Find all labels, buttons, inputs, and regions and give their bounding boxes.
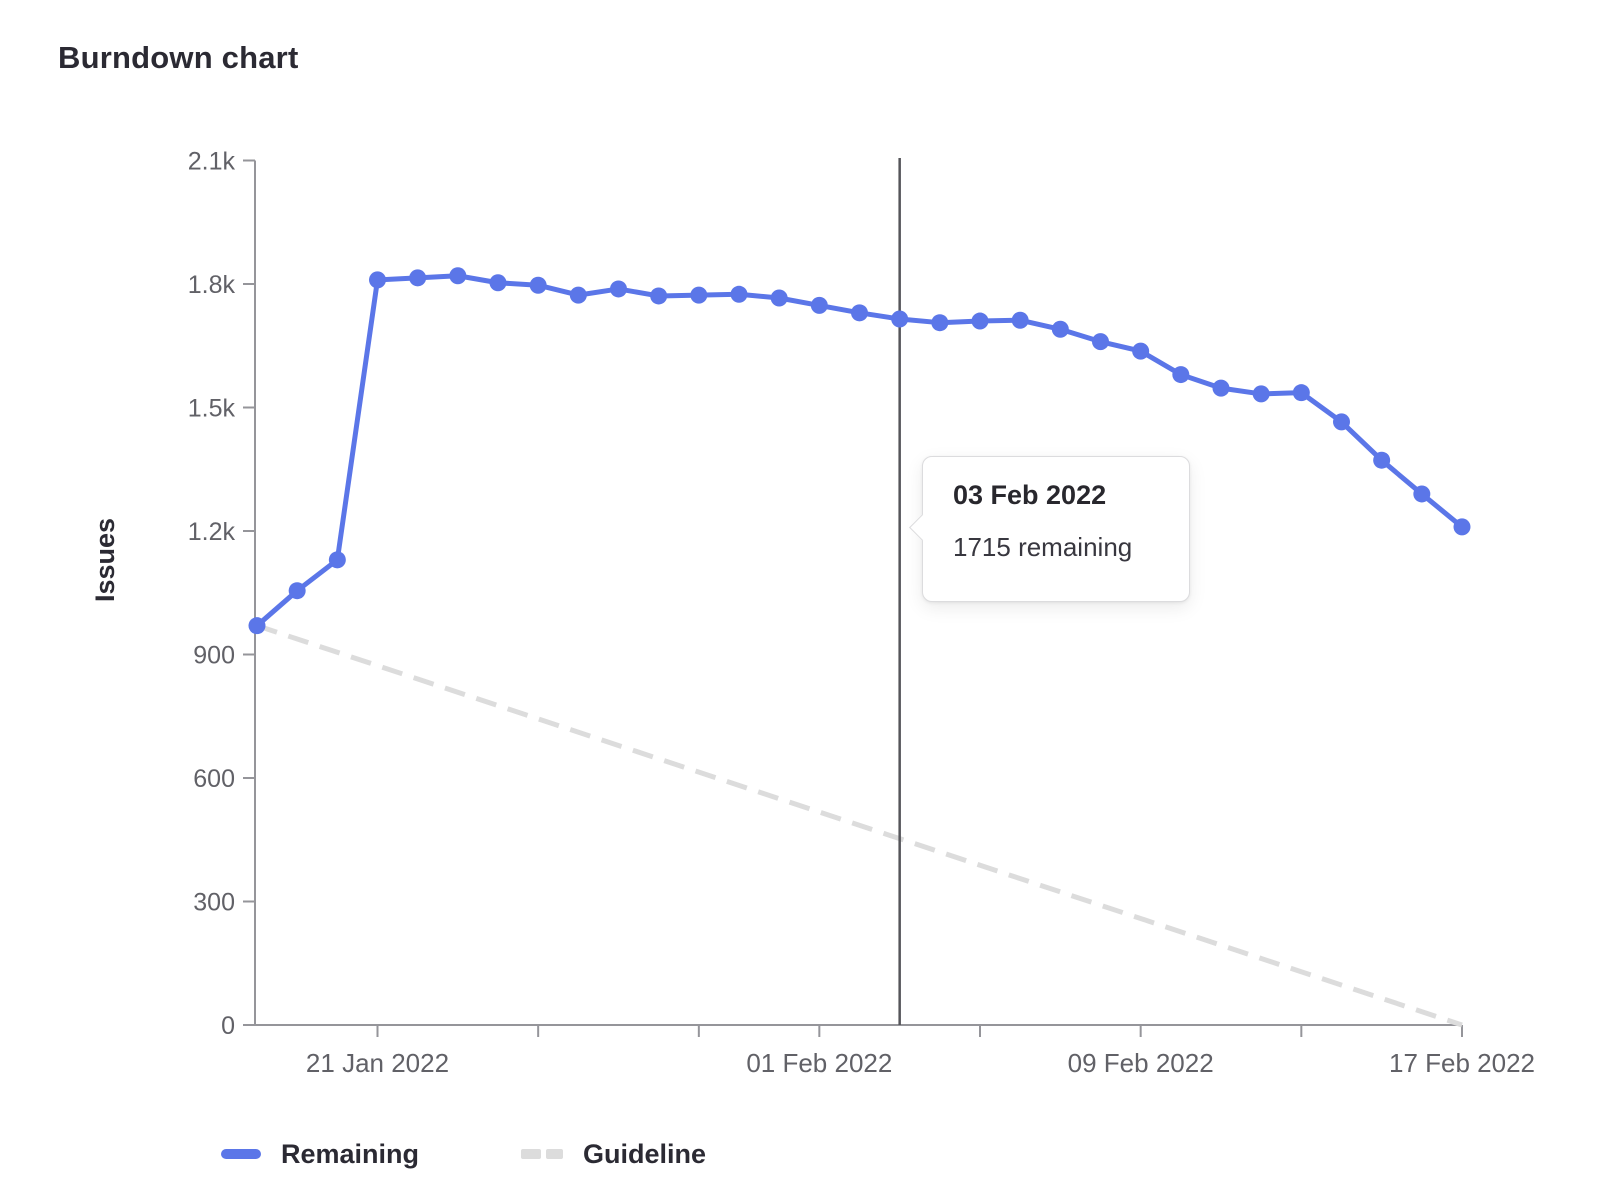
remaining-point[interactable] xyxy=(931,314,949,332)
remaining-point[interactable] xyxy=(1212,379,1230,397)
remaining-point[interactable] xyxy=(1453,518,1471,536)
y-tick-label: 1.5k xyxy=(188,395,236,423)
x-tick-label: 01 Feb 2022 xyxy=(746,1048,892,1078)
remaining-point[interactable] xyxy=(449,267,467,285)
remaining-point[interactable] xyxy=(730,285,748,303)
y-tick-label: 300 xyxy=(193,889,235,917)
remaining-point[interactable] xyxy=(489,274,507,292)
remaining-point[interactable] xyxy=(1333,413,1350,431)
remaining-point[interactable] xyxy=(328,551,346,569)
remaining-point[interactable] xyxy=(851,304,868,322)
remaining-line xyxy=(254,273,1465,629)
remaining-point[interactable] xyxy=(248,617,266,635)
remaining-point[interactable] xyxy=(1092,333,1109,351)
remaining-point[interactable] xyxy=(409,269,427,287)
legend-remaining-label: Remaining xyxy=(281,1138,420,1169)
y-axis-title: Issues xyxy=(90,518,120,602)
y-tick-label: 600 xyxy=(193,765,235,793)
legend-guideline-label: Guideline xyxy=(583,1138,707,1169)
remaining-point[interactable] xyxy=(610,280,627,298)
y-tick-label: 0 xyxy=(221,1012,235,1040)
remaining-point[interactable] xyxy=(1413,485,1431,503)
remaining-point[interactable] xyxy=(650,287,668,305)
guideline-line xyxy=(256,623,1463,1028)
remaining-point[interactable] xyxy=(1292,384,1310,402)
remaining-point[interactable] xyxy=(971,312,989,330)
remaining-point[interactable] xyxy=(690,286,708,304)
y-tick-label: 1.2k xyxy=(188,518,236,546)
remaining-point[interactable] xyxy=(369,271,386,289)
x-tick-label: 09 Feb 2022 xyxy=(1068,1048,1214,1078)
axis-frame xyxy=(254,160,1462,1026)
remaining-point[interactable] xyxy=(1252,385,1270,403)
remaining-point[interactable] xyxy=(529,276,547,294)
remaining-point[interactable] xyxy=(770,289,788,307)
remaining-point[interactable] xyxy=(1011,311,1029,329)
tooltip: 03 Feb 2022 1715 remaining xyxy=(922,456,1190,602)
y-tick-label: 900 xyxy=(193,642,235,670)
remaining-point[interactable] xyxy=(1172,366,1190,384)
remaining-point[interactable] xyxy=(1373,451,1391,469)
remaining-point[interactable] xyxy=(1132,342,1150,360)
legend-item-guideline[interactable]: Guideline xyxy=(521,1136,706,1172)
remaining-point[interactable] xyxy=(1051,320,1069,338)
remaining-line-swatch-icon xyxy=(221,1149,261,1159)
remaining-point[interactable] xyxy=(288,582,306,600)
x-tick-label: 21 Jan 2022 xyxy=(306,1048,449,1078)
remaining-point[interactable] xyxy=(891,310,909,328)
tooltip-remaining-count: 1715 remaining xyxy=(953,532,1133,562)
remaining-point[interactable] xyxy=(569,286,587,304)
x-tick-label: 17 Feb 2022 xyxy=(1389,1048,1535,1078)
legend-item-remaining[interactable]: Remaining xyxy=(221,1136,419,1172)
page-title: Burndown chart xyxy=(58,40,299,75)
y-tick-label: 1.8k xyxy=(188,271,236,299)
remaining-point[interactable] xyxy=(810,296,828,314)
y-tick-label: 2.1k xyxy=(188,148,236,176)
tooltip-date: 03 Feb 2022 xyxy=(953,480,1107,510)
guideline-dash-swatch-icon xyxy=(521,1149,563,1159)
